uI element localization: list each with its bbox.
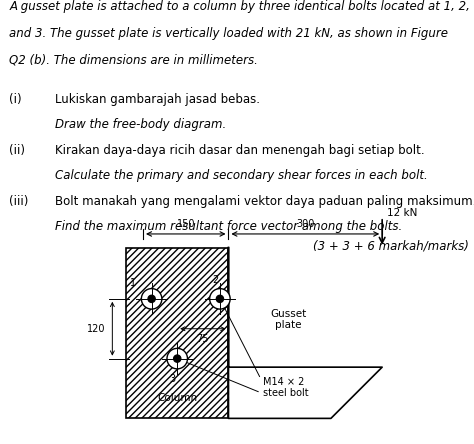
Text: 75: 75	[197, 334, 209, 344]
Text: 2: 2	[213, 275, 219, 285]
Text: Lukiskan gambarajah jasad bebas.: Lukiskan gambarajah jasad bebas.	[55, 93, 260, 106]
Text: Q2 (b). The dimensions are in millimeters.: Q2 (b). The dimensions are in millimeter…	[9, 53, 258, 66]
Circle shape	[210, 289, 230, 309]
Circle shape	[148, 295, 155, 302]
Bar	[126, 248, 228, 418]
Text: Bolt manakah yang mengalami vektor daya paduan paling maksimum.: Bolt manakah yang mengalami vektor daya …	[55, 195, 474, 208]
Text: 12 kN: 12 kN	[387, 209, 418, 218]
Text: 1: 1	[130, 278, 136, 289]
Text: (3 + 3 + 6 markah/marks): (3 + 3 + 6 markah/marks)	[313, 240, 469, 253]
Circle shape	[216, 295, 224, 302]
Text: and 3. The gusset plate is vertically loaded with 21 kN, as shown in Figure: and 3. The gusset plate is vertically lo…	[9, 27, 448, 40]
Text: 3: 3	[169, 374, 175, 384]
Text: 300: 300	[296, 219, 314, 229]
Text: A gusset plate is attached to a column by three identical bolts located at 1, 2,: A gusset plate is attached to a column b…	[9, 0, 470, 13]
Circle shape	[173, 355, 181, 362]
Text: M14 × 2
steel bolt: M14 × 2 steel bolt	[263, 377, 308, 398]
Text: (ii): (ii)	[9, 144, 26, 157]
Text: Calculate the primary and secondary shear forces in each bolt.: Calculate the primary and secondary shea…	[55, 169, 428, 182]
Circle shape	[167, 349, 188, 369]
Text: Draw the free-body diagram.: Draw the free-body diagram.	[55, 118, 227, 131]
Text: 120: 120	[87, 324, 106, 334]
Text: Kirakan daya-daya ricih dasar dan menengah bagi setiap bolt.: Kirakan daya-daya ricih dasar dan meneng…	[55, 144, 425, 157]
Text: Find the maximum resultant force vector among the bolts.: Find the maximum resultant force vector …	[55, 220, 403, 233]
Text: (iii): (iii)	[9, 195, 29, 208]
Text: Column: Column	[157, 393, 197, 403]
Text: 150: 150	[176, 219, 195, 229]
Text: Gusset
plate: Gusset plate	[270, 309, 306, 330]
Bar	[126, 248, 228, 418]
Circle shape	[141, 289, 162, 309]
Text: (i): (i)	[9, 93, 22, 106]
